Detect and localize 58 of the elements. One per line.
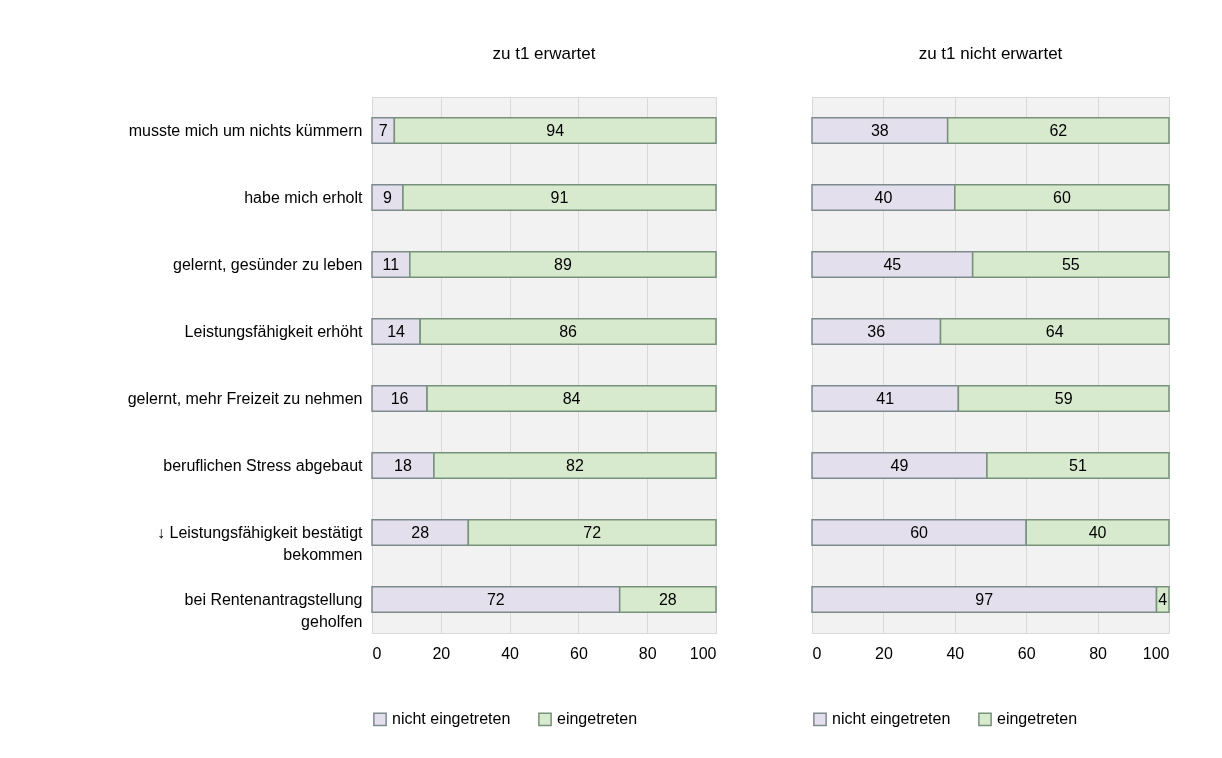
data-label: 9 xyxy=(383,188,393,206)
data-label: 11 xyxy=(382,255,400,273)
data-label: 72 xyxy=(486,590,505,608)
y-tick-label: beruflichen Stress abgebaut xyxy=(163,456,364,474)
x-tick-label: 40 xyxy=(946,644,965,662)
legend-label: nicht eingetreten xyxy=(832,710,951,728)
data-label: 7 xyxy=(378,121,388,139)
y-tick-label: musste mich um nichts kümmern xyxy=(128,121,363,139)
x-tick-label: 60 xyxy=(570,644,588,662)
data-label: 86 xyxy=(559,322,578,340)
y-tick-label: ↓ Leistungsfähigkeit bestätigt bekommen xyxy=(157,523,364,563)
data-label: 38 xyxy=(870,121,889,139)
data-label: 97 xyxy=(975,590,994,608)
x-tick-label: 20 xyxy=(875,644,893,662)
data-label: 18 xyxy=(394,456,412,474)
y-tick-label: habe mich erholt xyxy=(244,188,364,206)
chart-title: zu t1 erwartet xyxy=(492,44,596,63)
data-label: 14 xyxy=(387,322,406,340)
x-tick-label: 60 xyxy=(1017,644,1036,662)
data-label: 55 xyxy=(1061,255,1080,273)
data-label: 36 xyxy=(867,322,886,340)
x-tick-label: 0 xyxy=(372,644,382,662)
data-label: 45 xyxy=(883,255,902,273)
data-label: 40 xyxy=(874,188,893,206)
y-tick-label: gelernt, gesünder zu leben xyxy=(173,255,363,273)
data-label: 16 xyxy=(390,389,409,407)
data-label: 40 xyxy=(1088,523,1107,541)
chart-title: zu t1 nicht erwartet xyxy=(918,44,1063,63)
legend-label: eingetreten xyxy=(997,710,1078,728)
y-tick-label: Leistungsfähigkeit erhöht xyxy=(184,322,364,340)
data-label: 28 xyxy=(658,590,677,608)
x-tick-label: 100 xyxy=(689,644,717,662)
data-label: 60 xyxy=(910,523,929,541)
x-tick-label: 80 xyxy=(1089,644,1108,662)
data-label: 28 xyxy=(411,523,430,541)
legend-label: nicht eingetreten xyxy=(392,710,511,728)
x-tick-label: 80 xyxy=(638,644,657,662)
data-label: 89 xyxy=(554,255,572,273)
data-label: 82 xyxy=(566,456,584,474)
data-label: 91 xyxy=(550,188,569,206)
data-label: 62 xyxy=(1049,121,1068,139)
data-label: 41 xyxy=(876,389,895,407)
data-label: 59 xyxy=(1054,389,1073,407)
x-tick-label: 20 xyxy=(432,644,451,662)
data-label: 4 xyxy=(1158,590,1168,608)
data-label: 94 xyxy=(546,121,565,139)
y-tick-label: bei Rentenantragstellung geholfen xyxy=(184,590,363,630)
legend-label: eingetreten xyxy=(557,710,638,728)
data-label: 84 xyxy=(562,389,581,407)
y-tick-label: gelernt, mehr Freizeit zu nehmen xyxy=(127,389,363,407)
data-label: 64 xyxy=(1045,322,1064,340)
x-tick-label: 100 xyxy=(1142,644,1170,662)
x-tick-label: 40 xyxy=(501,644,520,662)
data-label: 72 xyxy=(583,523,602,541)
data-label: 49 xyxy=(890,456,909,474)
x-tick-label: 0 xyxy=(812,644,822,662)
data-label: 60 xyxy=(1053,188,1071,206)
data-label: 51 xyxy=(1069,456,1087,474)
